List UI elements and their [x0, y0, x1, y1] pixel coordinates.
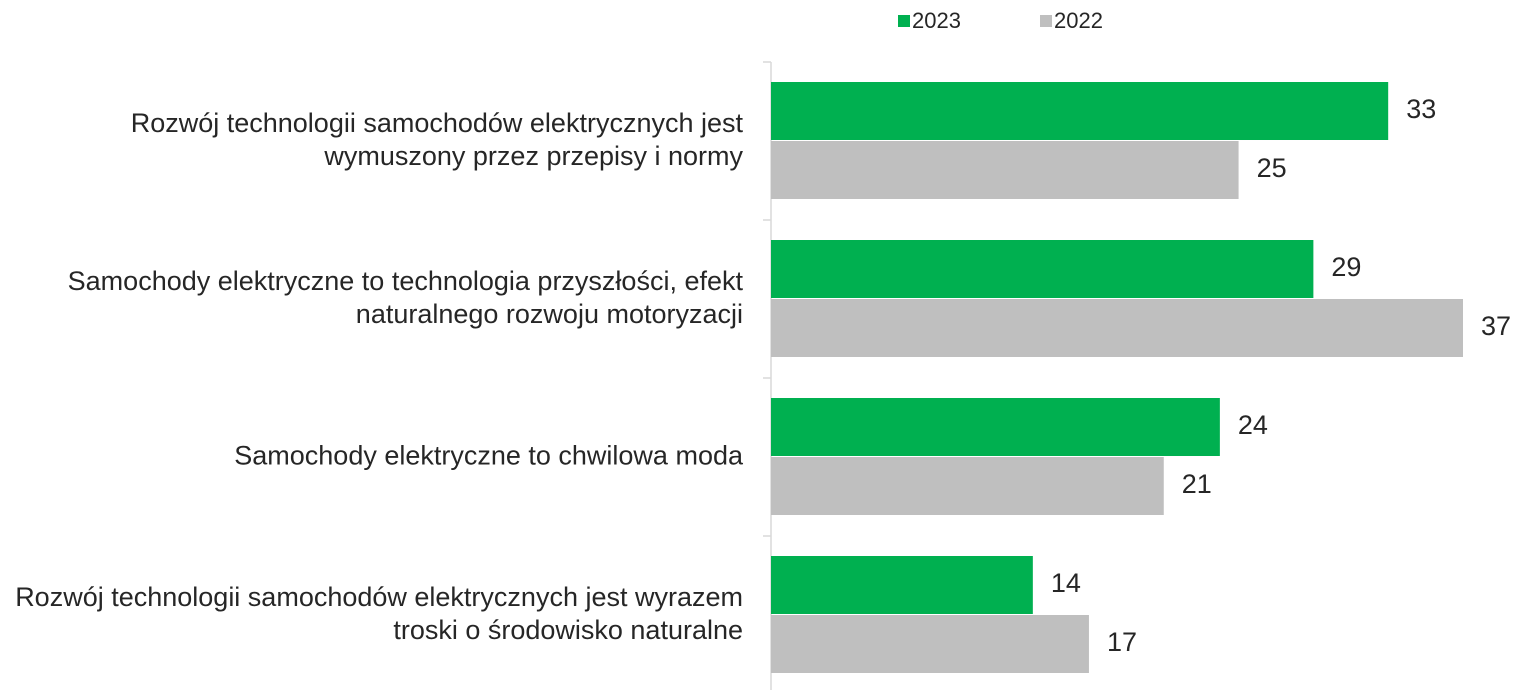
value-label: 24 [1238, 410, 1268, 440]
value-label: 37 [1481, 311, 1511, 341]
category-label: Rozwój technologii samochodów elektryczn… [15, 582, 743, 645]
bar [771, 615, 1089, 673]
category-label: Samochody elektryczne to chwilowa moda [234, 440, 743, 471]
category-label: Rozwój technologii samochodów elektryczn… [130, 108, 743, 171]
value-label: 33 [1406, 94, 1436, 124]
legend-label: 2022 [1054, 8, 1103, 33]
category-label: Samochody elektryczne to technologia prz… [67, 266, 743, 329]
bar [771, 82, 1389, 140]
legend-swatch [1040, 15, 1052, 27]
bar [771, 141, 1239, 199]
value-label: 25 [1257, 153, 1287, 183]
bar [771, 240, 1314, 298]
value-label: 14 [1051, 568, 1081, 598]
legend-swatch [898, 15, 910, 27]
bar [771, 299, 1463, 357]
bar [771, 457, 1164, 515]
bar [771, 398, 1220, 456]
bar [771, 556, 1033, 614]
legend-label: 2023 [912, 8, 961, 33]
value-label: 29 [1331, 252, 1361, 282]
value-label: 17 [1107, 627, 1137, 657]
value-label: 21 [1182, 469, 1212, 499]
